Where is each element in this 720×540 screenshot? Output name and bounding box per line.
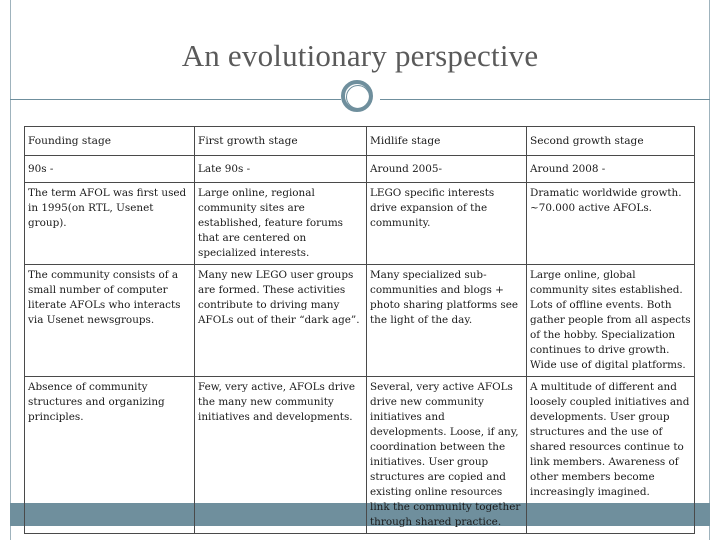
divider-ring-icon — [341, 80, 373, 112]
table-cell: Around 2008 - — [526, 155, 695, 183]
table-row: Absence of community structures and orga… — [24, 376, 695, 534]
table-cell: 90s - — [24, 155, 195, 183]
title-divider-left — [10, 99, 341, 100]
table-cell: Large online, global community sites est… — [526, 264, 695, 377]
table-cell: LEGO specific interests drive expansion … — [366, 182, 527, 265]
table-cell: Many specialized sub-communities and blo… — [366, 264, 527, 377]
table-header-row: Founding stage First growth stage Midlif… — [24, 126, 695, 156]
table-cell: Late 90s - — [194, 155, 367, 183]
table-cell: The community consists of a small number… — [24, 264, 195, 377]
table-row-dates: 90s - Late 90s - Around 2005- Around 200… — [24, 155, 695, 183]
table-cell: Several, very active AFOLs drive new com… — [366, 376, 527, 534]
table-cell: Few, very active, AFOLs drive the many n… — [194, 376, 367, 534]
header-founding-stage: Founding stage — [24, 126, 195, 156]
table-cell: Around 2005- — [366, 155, 527, 183]
table-cell: Dramatic worldwide growth. ~70.000 activ… — [526, 182, 695, 265]
table-cell: Many new LEGO user groups are formed. Th… — [194, 264, 367, 377]
table-cell: A multitude of different and loosely cou… — [526, 376, 695, 534]
table-row: The term AFOL was first used in 1995(on … — [24, 182, 695, 265]
header-first-growth-stage: First growth stage — [194, 126, 367, 156]
table-cell: The term AFOL was first used in 1995(on … — [24, 182, 195, 265]
table-cell: Absence of community structures and orga… — [24, 376, 195, 534]
header-second-growth-stage: Second growth stage — [526, 126, 695, 156]
slide-frame — [10, 0, 710, 540]
table-cell: Large online, regional community sites a… — [194, 182, 367, 265]
evolution-table: Founding stage First growth stage Midlif… — [24, 126, 695, 534]
table-row: The community consists of a small number… — [24, 264, 695, 377]
slide-title: An evolutionary perspective — [181, 38, 539, 73]
title-divider-right — [380, 99, 710, 100]
header-midlife-stage: Midlife stage — [366, 126, 527, 156]
